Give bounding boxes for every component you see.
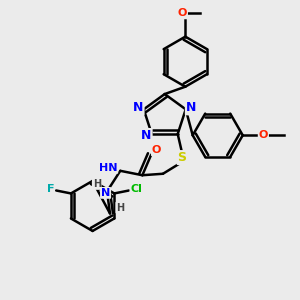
Text: O: O — [259, 130, 268, 140]
Text: H: H — [93, 179, 101, 189]
Text: N: N — [141, 129, 152, 142]
Text: H: H — [116, 202, 124, 213]
Text: S: S — [178, 151, 187, 164]
Text: N: N — [186, 101, 196, 114]
Text: Cl: Cl — [130, 184, 142, 194]
Text: N: N — [133, 101, 144, 114]
Text: O: O — [152, 145, 161, 155]
Text: N: N — [101, 188, 110, 198]
Text: HN: HN — [99, 163, 117, 173]
Text: F: F — [46, 184, 54, 194]
Text: O: O — [178, 8, 187, 18]
